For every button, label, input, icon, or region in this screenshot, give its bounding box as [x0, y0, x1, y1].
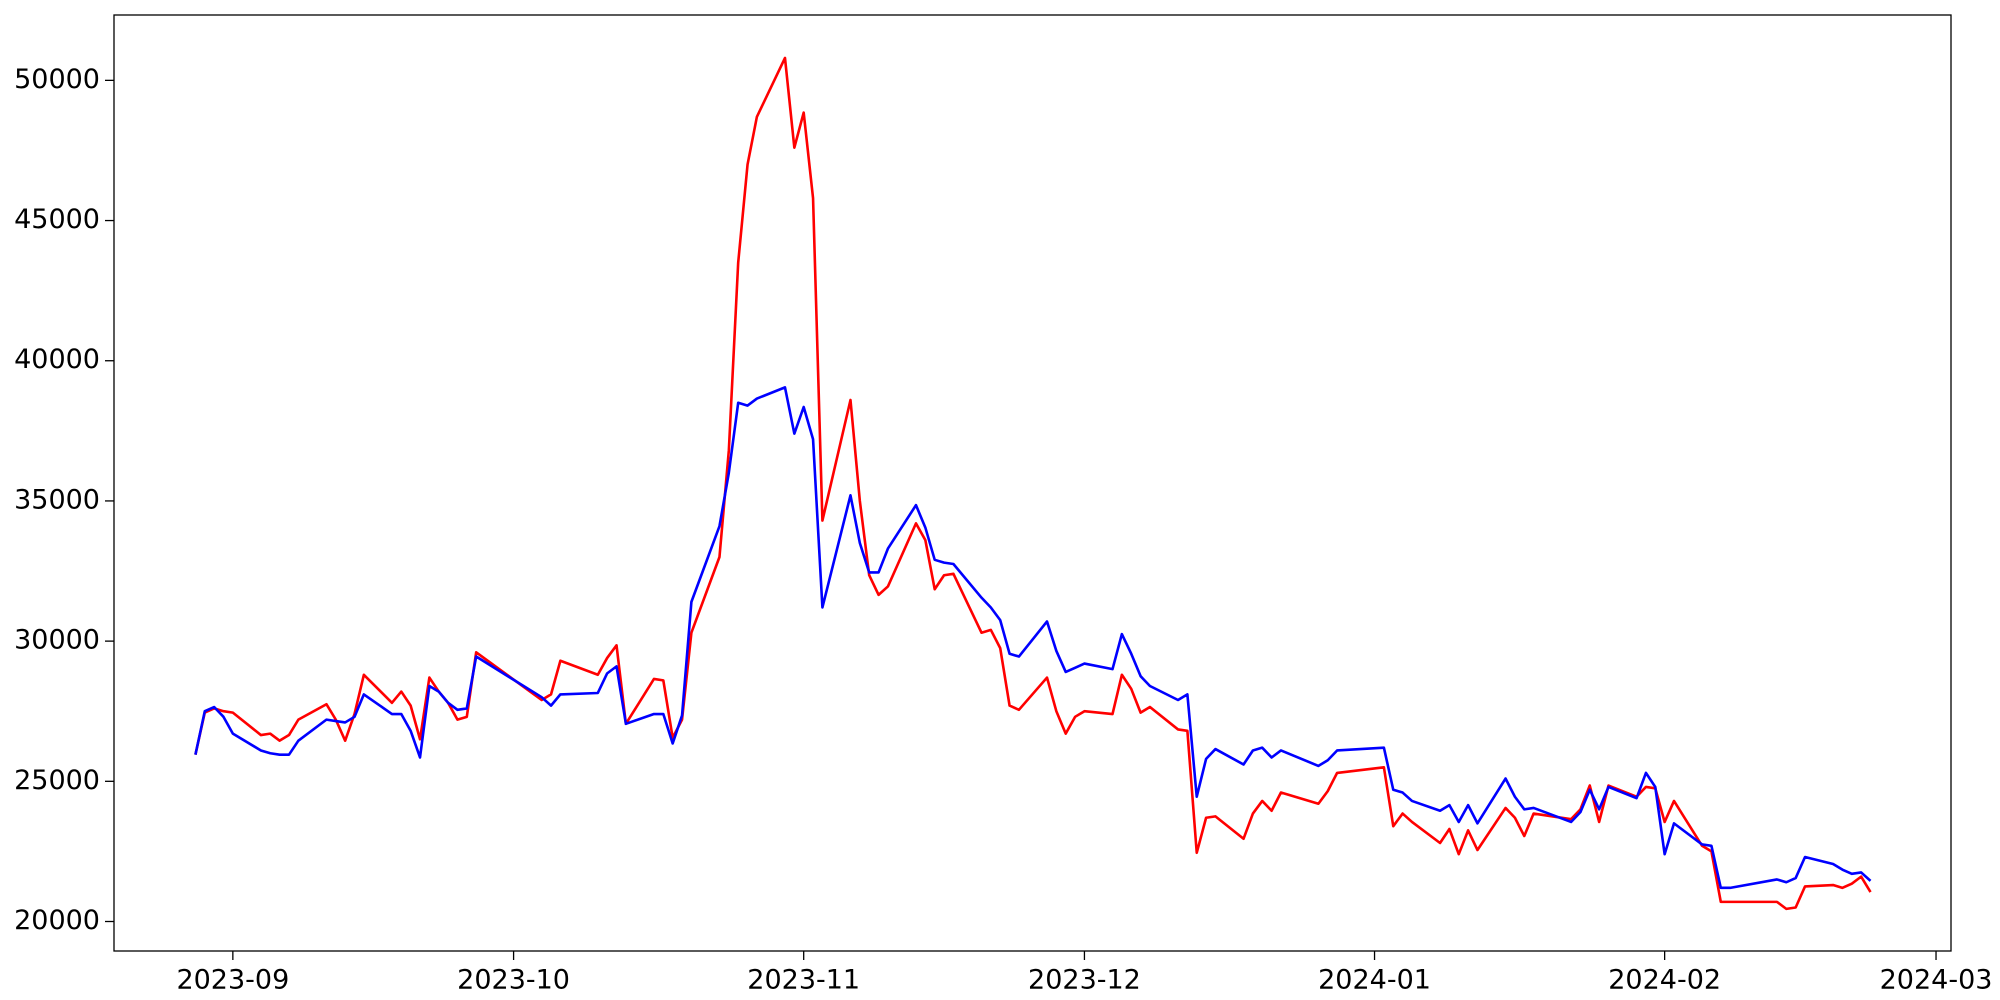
x-tick-label: 2024-01	[1318, 965, 1431, 996]
x-tick-label: 2023-09	[176, 965, 289, 996]
y-tick-label: 50000	[14, 64, 100, 95]
plot-frame	[113, 14, 1952, 952]
x-tick-label: 2023-11	[747, 965, 860, 996]
line-series	[194, 56, 1872, 911]
y-tick-label: 40000	[14, 344, 100, 375]
x-tick-label: 2024-03	[1880, 965, 1993, 996]
y-tick-label: 25000	[14, 765, 100, 796]
y-tick-label: 20000	[14, 905, 100, 936]
line-series	[194, 386, 1872, 890]
x-tick-label: 2023-10	[457, 965, 570, 996]
y-tick-label: 45000	[14, 204, 100, 235]
x-tick-label: 2023-12	[1028, 965, 1141, 996]
y-tick-label: 35000	[14, 484, 100, 515]
x-tick-label: 2024-02	[1608, 965, 1721, 996]
y-tick-label: 30000	[14, 625, 100, 656]
